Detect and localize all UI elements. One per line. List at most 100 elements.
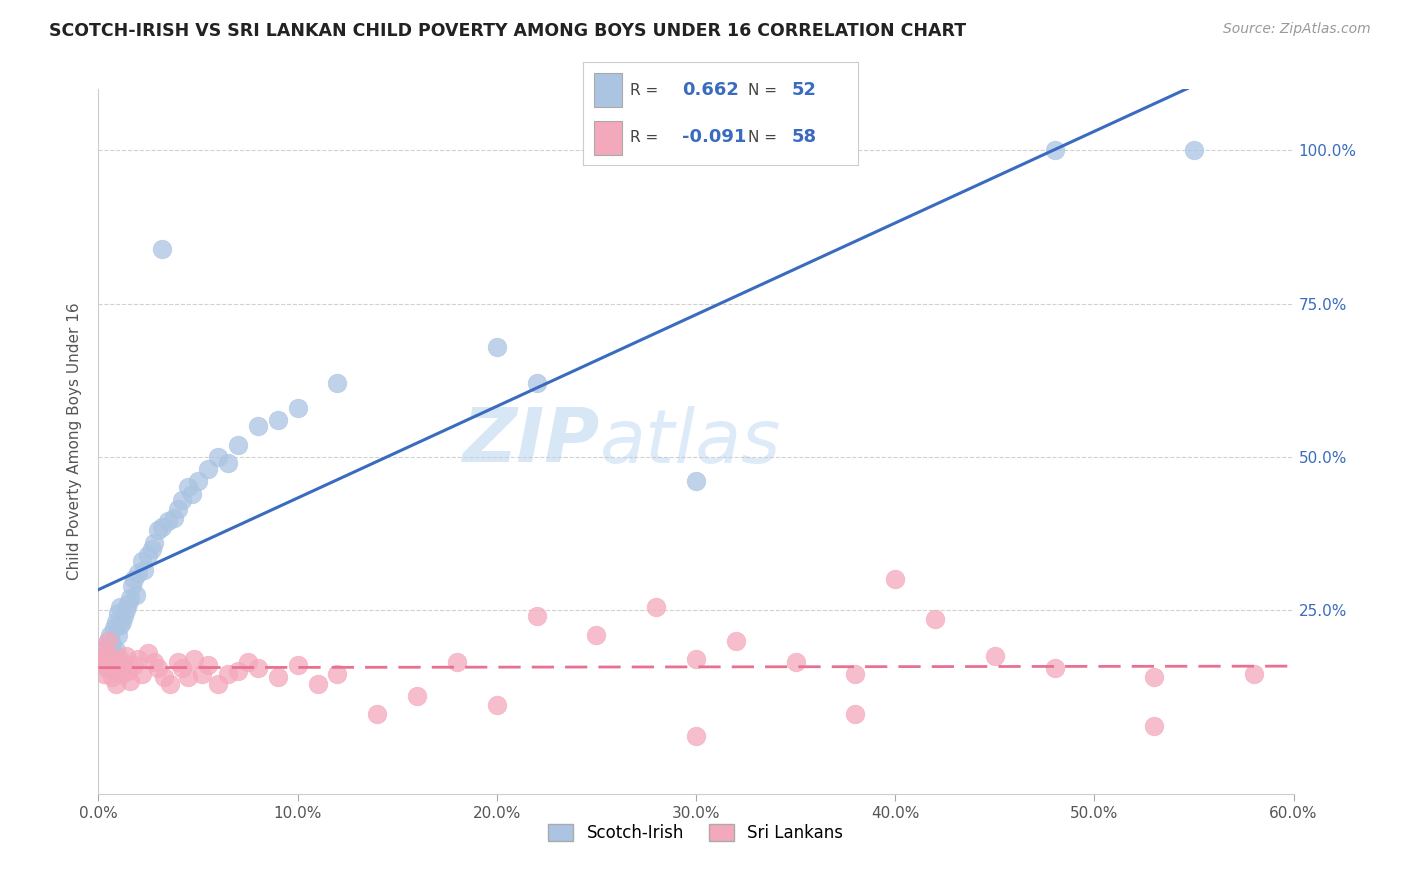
- Point: [924, 612, 946, 626]
- Point: [96, 661, 118, 675]
- Point: [181, 486, 204, 500]
- Point: [1043, 661, 1066, 675]
- Point: [111, 615, 134, 630]
- Text: Source: ZipAtlas.com: Source: ZipAtlas.com: [1223, 22, 1371, 37]
- Point: [485, 340, 508, 354]
- Point: [177, 481, 200, 495]
- Point: [167, 502, 190, 516]
- Point: [124, 573, 146, 587]
- Point: [785, 655, 807, 669]
- Point: [115, 603, 138, 617]
- Point: [93, 648, 115, 663]
- Point: [236, 655, 259, 669]
- Point: [163, 511, 186, 525]
- Point: [1243, 667, 1265, 681]
- Point: [226, 665, 249, 679]
- Text: SCOTCH-IRISH VS SRI LANKAN CHILD POVERTY AMONG BOYS UNDER 16 CORRELATION CHART: SCOTCH-IRISH VS SRI LANKAN CHILD POVERTY…: [49, 22, 966, 40]
- Point: [217, 456, 239, 470]
- Point: [207, 676, 229, 690]
- Legend: Scotch-Irish, Sri Lankans: Scotch-Irish, Sri Lankans: [541, 817, 851, 849]
- Point: [585, 627, 607, 641]
- Point: [107, 627, 129, 641]
- Point: [685, 652, 707, 666]
- Point: [197, 462, 219, 476]
- Point: [406, 689, 429, 703]
- Point: [120, 591, 142, 605]
- Text: atlas: atlas: [600, 406, 782, 477]
- Point: [117, 665, 139, 679]
- Point: [103, 655, 125, 669]
- Point: [105, 615, 128, 630]
- Point: [93, 667, 115, 681]
- Point: [120, 673, 142, 688]
- Point: [97, 633, 120, 648]
- Point: [526, 376, 548, 391]
- Point: [131, 554, 153, 568]
- Point: [724, 633, 747, 648]
- Point: [1043, 144, 1066, 158]
- Point: [148, 661, 170, 675]
- Text: R =: R =: [630, 83, 664, 97]
- Text: 58: 58: [792, 128, 817, 146]
- Point: [111, 667, 134, 681]
- Point: [131, 667, 153, 681]
- Point: [844, 667, 866, 681]
- Point: [217, 667, 239, 681]
- Point: [446, 655, 468, 669]
- Point: [267, 413, 290, 427]
- Point: [125, 588, 148, 602]
- Point: [844, 707, 866, 722]
- Point: [103, 622, 125, 636]
- Text: N =: N =: [748, 130, 782, 145]
- Point: [127, 566, 149, 581]
- Point: [485, 698, 508, 712]
- Point: [267, 670, 290, 684]
- Point: [98, 648, 122, 663]
- Point: [97, 648, 120, 663]
- Point: [246, 419, 269, 434]
- Point: [127, 652, 149, 666]
- Point: [226, 437, 249, 451]
- Point: [685, 475, 707, 489]
- Point: [101, 637, 124, 651]
- Point: [136, 548, 159, 562]
- Point: [96, 640, 118, 654]
- Point: [150, 520, 173, 534]
- Point: [91, 652, 114, 666]
- Point: [307, 676, 329, 690]
- Point: [191, 667, 214, 681]
- Point: [150, 242, 173, 256]
- Point: [1143, 719, 1166, 733]
- Point: [110, 652, 132, 666]
- Point: [187, 475, 209, 489]
- Point: [884, 573, 907, 587]
- Text: -0.091: -0.091: [682, 128, 747, 146]
- Text: R =: R =: [630, 130, 664, 145]
- Point: [89, 655, 111, 669]
- Point: [110, 618, 132, 632]
- Point: [110, 599, 132, 614]
- Point: [207, 450, 229, 464]
- Point: [134, 563, 156, 577]
- Point: [97, 633, 120, 648]
- Point: [107, 661, 129, 675]
- Y-axis label: Child Poverty Among Boys Under 16: Child Poverty Among Boys Under 16: [67, 302, 83, 581]
- Point: [136, 646, 159, 660]
- Point: [287, 658, 309, 673]
- Point: [172, 661, 194, 675]
- Point: [177, 670, 200, 684]
- Point: [157, 514, 180, 528]
- Point: [526, 609, 548, 624]
- Text: N =: N =: [748, 83, 782, 97]
- Point: [101, 646, 124, 660]
- Point: [159, 676, 181, 690]
- Point: [143, 535, 166, 549]
- Point: [366, 707, 388, 722]
- Point: [115, 648, 138, 663]
- Text: ZIP: ZIP: [463, 405, 600, 478]
- Point: [183, 652, 205, 666]
- FancyBboxPatch shape: [595, 121, 621, 155]
- Point: [107, 606, 129, 620]
- Point: [124, 658, 146, 673]
- Point: [96, 658, 118, 673]
